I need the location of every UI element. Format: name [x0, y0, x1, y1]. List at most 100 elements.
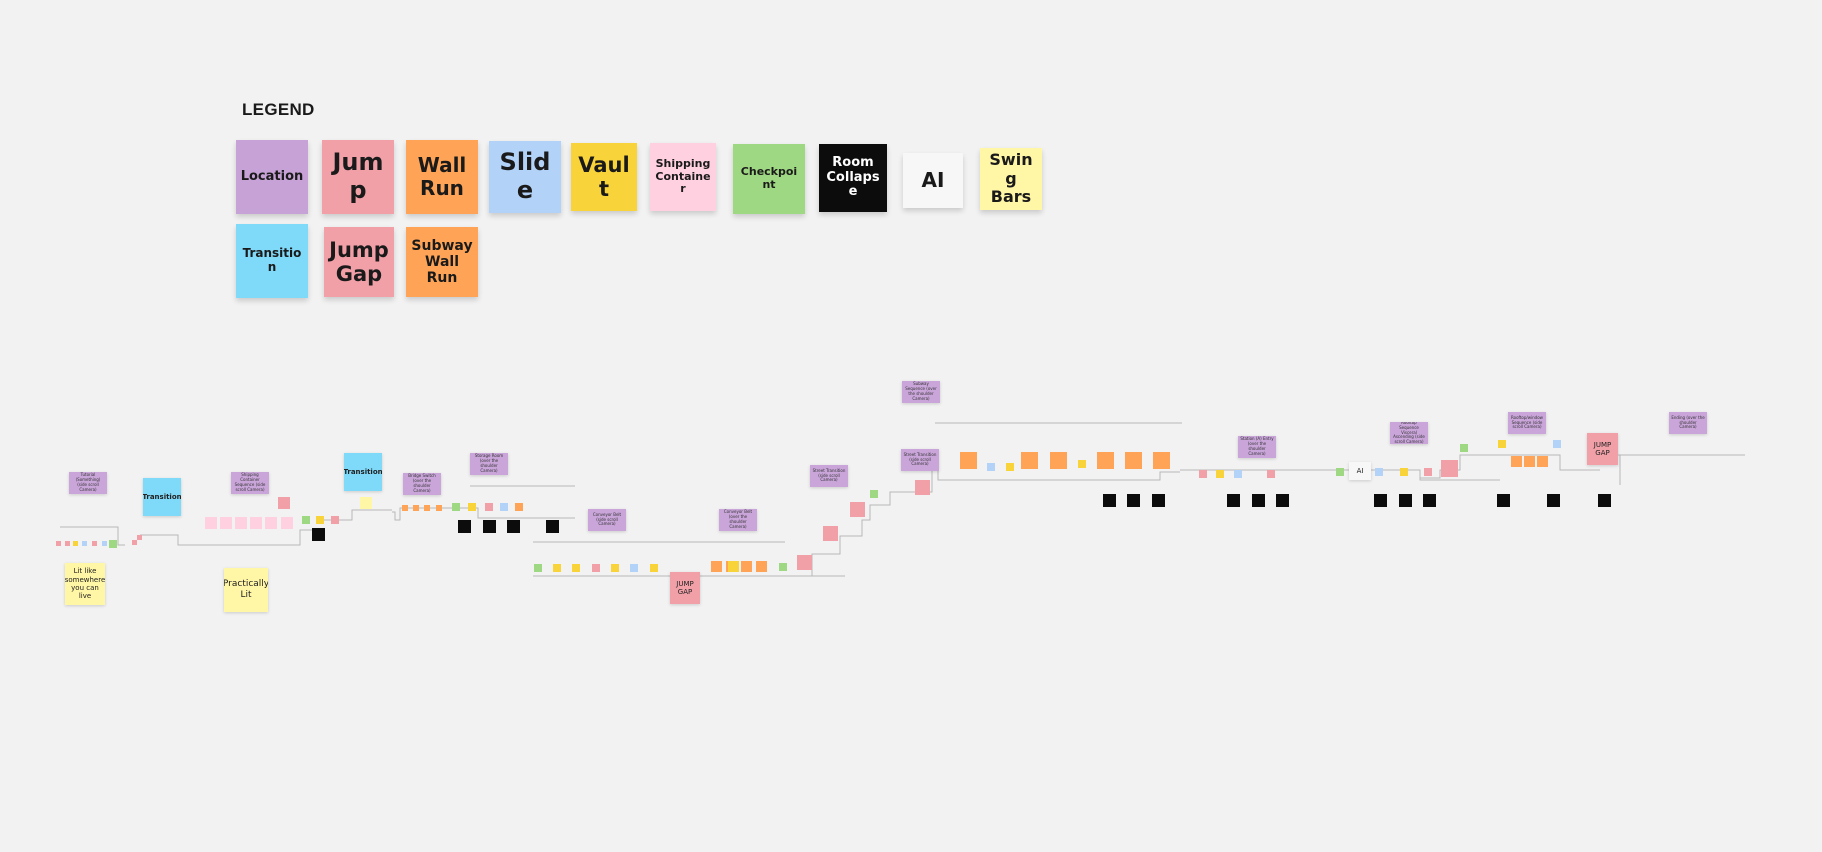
transition-note-1[interactable]: Transition	[143, 478, 181, 516]
transition-note-2[interactable]: Transition	[344, 453, 382, 491]
flow-marker-green	[109, 540, 117, 548]
flow-marker-black	[1227, 494, 1240, 507]
flow-marker-green	[452, 503, 460, 511]
flow-marker-green	[779, 563, 787, 571]
flow-marker-orange	[1537, 456, 1548, 467]
legend-item-room-collapse[interactable]: Room Collapse	[819, 144, 887, 212]
bridge-path	[392, 507, 575, 521]
flow-marker-black	[1374, 494, 1387, 507]
location-note-ending[interactable]: Ending (over the shoulder Camera)	[1669, 412, 1707, 434]
flow-marker-pink	[56, 541, 61, 546]
flow-marker-orange	[436, 505, 442, 511]
flow-marker-ship	[265, 517, 277, 529]
location-note-tutorial[interactable]: Tutorial (Something) (side scroll Camera…	[69, 472, 107, 494]
flow-marker-yellow	[572, 564, 580, 572]
location-note-conveyor-belt-1[interactable]: Conveyor Belt (side scroll Camera)	[588, 509, 626, 531]
location-note-storage-room[interactable]: Storage Room (over the shoulder Camera)	[470, 453, 508, 475]
flow-marker-black	[483, 520, 496, 533]
legend-item-wall-run[interactable]: Wall Run	[406, 140, 478, 214]
flow-marker-green	[870, 490, 878, 498]
flow-marker-yellow	[553, 564, 561, 572]
location-note-conveyor-belt-2[interactable]: Conveyor Belt (over the shoulder Camera)	[719, 509, 757, 531]
flow-marker-yellow	[611, 564, 619, 572]
legend-item-vault[interactable]: Vault	[571, 143, 637, 211]
legend-item-subway-wall-run[interactable]: Subway Wall Run	[406, 227, 478, 297]
flow-marker-black	[1497, 494, 1510, 507]
ai-marker[interactable]: AI	[1349, 462, 1371, 480]
flow-marker-orange	[960, 452, 977, 469]
flow-marker-black	[507, 520, 520, 533]
flow-marker-orange	[402, 505, 408, 511]
flow-marker-black	[1598, 494, 1611, 507]
location-note-station[interactable]: Station (A) Entry (over the shoulder Cam…	[1238, 436, 1276, 458]
flow-marker-black	[1547, 494, 1560, 507]
location-note-rooftop-sequence[interactable]: Rooftop Sequence Visceral Ascending (sid…	[1390, 422, 1428, 444]
flow-marker-green	[1336, 468, 1344, 476]
comment-note-lit-like[interactable]: Lit like somewhere you can live	[65, 563, 105, 605]
flow-marker-orange	[741, 561, 752, 572]
flow-marker-pink	[485, 503, 493, 511]
legend-title: LEGEND	[242, 100, 315, 119]
flow-marker-pink	[137, 535, 142, 540]
location-note-bridge-switch[interactable]: Bridge Switch (over the shoulder Camera)	[403, 473, 441, 495]
transition-path	[140, 529, 316, 546]
flow-marker-yellow	[650, 564, 658, 572]
flow-marker-pink	[132, 540, 137, 545]
comment-note-practically-lit[interactable]: Practically Lit	[224, 568, 268, 612]
flow-marker-pink	[823, 526, 838, 541]
legend-item-shipping-container[interactable]: Shipping Container	[650, 143, 716, 211]
flow-marker-pink	[797, 555, 812, 570]
flow-marker-orange	[1021, 452, 1038, 469]
flow-marker-yellow	[468, 503, 476, 511]
flow-marker-lightyellow	[360, 497, 372, 509]
flow-marker-yellow	[1216, 470, 1224, 478]
flow-marker-black	[546, 520, 559, 533]
flow-marker-black	[312, 528, 325, 541]
legend-item-checkpoint[interactable]: Checkpoint	[733, 144, 805, 214]
flow-marker-black	[1423, 494, 1436, 507]
legend-item-transition[interactable]: Transition	[236, 224, 308, 298]
flow-marker-pink	[1199, 470, 1207, 478]
location-note-escape-sequence[interactable]: Rooftop/window Sequence (side scroll Cam…	[1508, 412, 1546, 434]
flow-marker-black	[1276, 494, 1289, 507]
flow-marker-pink	[331, 516, 339, 524]
flow-marker-green	[302, 516, 310, 524]
flow-marker-pink	[915, 480, 930, 495]
flow-marker-orange	[515, 503, 523, 511]
flow-marker-black	[1252, 494, 1265, 507]
flow-marker-blue	[987, 463, 995, 471]
flow-marker-orange	[711, 561, 722, 572]
flow-marker-pink	[92, 541, 97, 546]
location-note-subway-sequence[interactable]: Subway Sequence (over the shoulder Camer…	[902, 381, 940, 403]
flow-marker-orange	[413, 505, 419, 511]
flow-marker-blue	[1553, 440, 1561, 448]
flow-marker-black	[1127, 494, 1140, 507]
flow-marker-pink	[1267, 470, 1275, 478]
flow-marker-black	[458, 520, 471, 533]
flow-marker-ship	[250, 517, 262, 529]
flow-marker-orange	[1050, 452, 1067, 469]
location-note-shipping-sequence[interactable]: Shipping Container Sequence (side scroll…	[231, 472, 269, 494]
legend-item-jump-gap[interactable]: Jump Gap	[324, 227, 394, 297]
location-note-street-transition[interactable]: Street Transition (side scroll Camera)	[810, 465, 848, 487]
flow-marker-ship	[281, 517, 293, 529]
flow-marker-ship	[205, 517, 217, 529]
legend-item-slide[interactable]: Slide	[489, 141, 561, 213]
flow-marker-orange	[1153, 452, 1170, 469]
flow-marker-yellow	[316, 516, 324, 524]
legend-item-location[interactable]: Location	[236, 140, 308, 214]
legend-item-jump[interactable]: Jump	[322, 140, 394, 214]
flow-marker-orange	[424, 505, 430, 511]
flow-marker-yellow	[1006, 463, 1014, 471]
flow-marker-green	[534, 564, 542, 572]
legend-item-swing-bars[interactable]: Swing Bars	[980, 148, 1042, 210]
jump-gap-note-1[interactable]: JUMP GAP	[670, 572, 700, 604]
flow-marker-blue	[1375, 468, 1383, 476]
location-note-street-transition-2[interactable]: Street Transition (side scroll Camera)	[901, 449, 939, 471]
ending-path	[1600, 454, 1745, 485]
flow-marker-yellow	[728, 561, 739, 572]
flow-marker-yellow	[1498, 440, 1506, 448]
legend-item-ai[interactable]: AI	[903, 153, 963, 208]
jump-gap-note-2[interactable]: JUMP GAP	[1587, 433, 1618, 465]
